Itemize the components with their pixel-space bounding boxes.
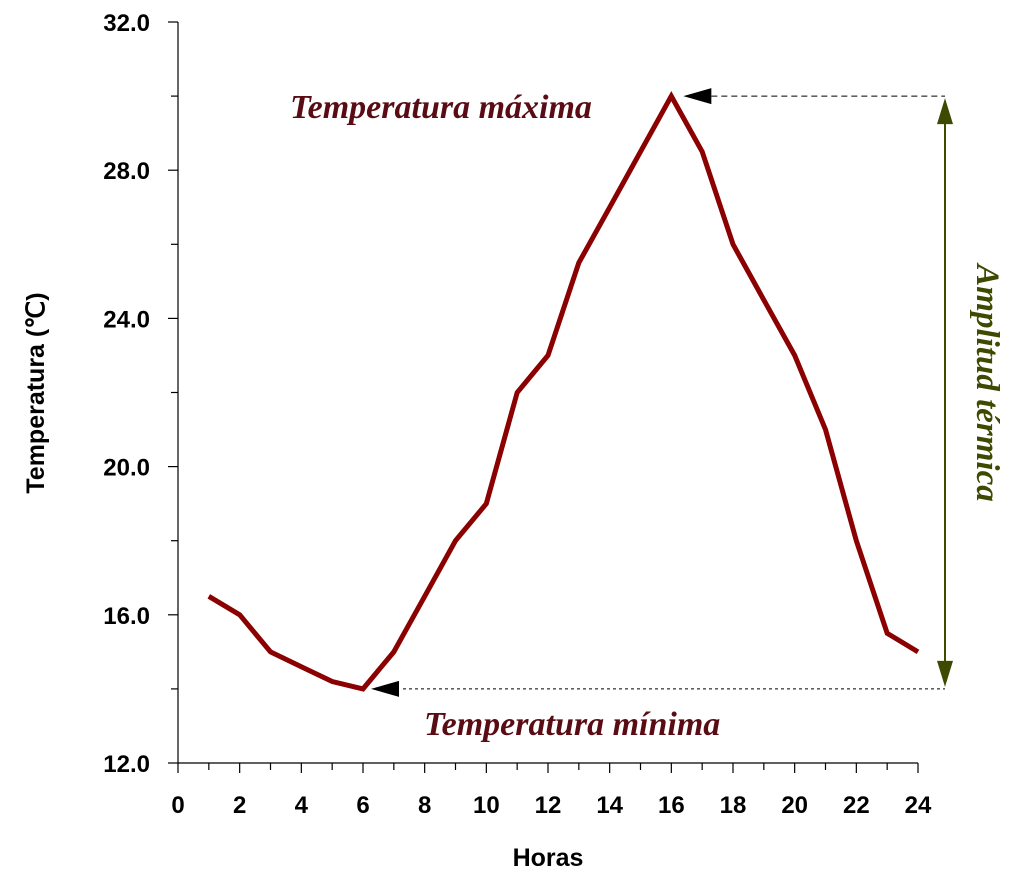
y-axis-title: Temperatura (℃) [22, 292, 50, 493]
x-tick-label: 2 [233, 792, 246, 819]
x-tick-label: 20 [781, 792, 808, 819]
annotation-min-label: Temperatura mínima [424, 706, 720, 743]
range-arrowhead-top [937, 98, 953, 125]
max-arrowhead [683, 88, 712, 105]
y-tick-label: 12.0 [103, 751, 150, 778]
y-tick-label: 16.0 [103, 603, 150, 630]
x-tick-label: 22 [843, 792, 870, 819]
x-tick-label: 14 [596, 792, 623, 819]
range-arrowhead-bottom [937, 660, 953, 687]
series-line [207, 90, 920, 692]
x-tick-label: 18 [720, 792, 747, 819]
y-tick-label: 24.0 [103, 306, 150, 333]
y-tick-label: 20.0 [103, 455, 150, 482]
x-tick-label: 6 [356, 792, 369, 819]
series [207, 90, 920, 692]
annotation-range-label: Amplitud térmica [969, 262, 1005, 501]
x-axis-title: Horas [513, 844, 584, 872]
x-tick-label: 10 [473, 792, 500, 819]
x-tick-label: 12 [535, 792, 562, 819]
y-tick-label: 32.0 [103, 10, 150, 37]
min-arrowhead [371, 680, 399, 697]
x-tick-label: 8 [418, 792, 431, 819]
x-tick-label: 4 [295, 792, 309, 819]
ticks: 12.016.020.024.028.032.00 2 4 6 8 10 12 14 16 18 2… [103, 10, 932, 819]
x-tick-label: 16 [658, 792, 685, 819]
axes [177, 22, 918, 764]
annotations [371, 88, 953, 697]
x-tick-label: 0 [171, 792, 184, 819]
x-tick-label: 24 [905, 792, 932, 819]
annotation-max-label: Temperatura máxima [290, 89, 592, 126]
y-tick-label: 28.0 [103, 158, 150, 185]
